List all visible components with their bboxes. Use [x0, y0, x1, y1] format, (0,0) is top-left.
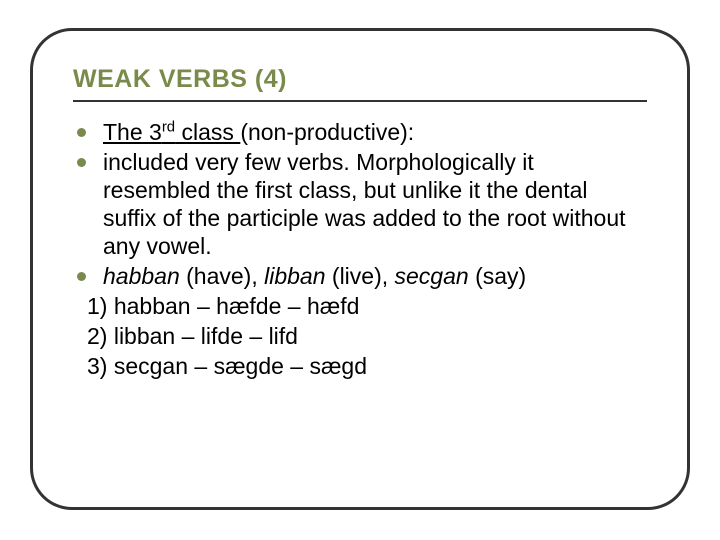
bullet-1-underlined: The 3rd class — [103, 119, 240, 145]
bullet-item-3: habban (have), libban (live), secgan (sa… — [73, 262, 647, 290]
bullet-1-mid: class — [175, 119, 240, 145]
bullet-3-i3: secgan — [395, 263, 469, 289]
bullet-3-t1: (have), — [180, 263, 264, 289]
bullet-3-i1: habban — [103, 263, 180, 289]
numbered-2: 2) libban – lifde – lifd — [73, 322, 647, 350]
title-underline — [73, 100, 647, 102]
bullet-2-text: included very few verbs. Morphologically… — [103, 149, 626, 259]
bullet-3-t2: (live), — [326, 263, 395, 289]
slide-frame: WEAK VERBS (4) The 3rd class (non-produc… — [30, 28, 690, 510]
bullet-1-sup: rd — [162, 118, 175, 135]
bullet-item-2: included very few verbs. Morphologically… — [73, 148, 647, 260]
slide-body: The 3rd class (non-productive): included… — [73, 118, 647, 380]
numbered-1: 1) habban – hæfde – hæfd — [73, 292, 647, 320]
bullet-item-1: The 3rd class (non-productive): — [73, 118, 647, 146]
slide: WEAK VERBS (4) The 3rd class (non-produc… — [0, 0, 720, 540]
bullet-1-post: (non-productive): — [240, 119, 414, 145]
bullet-3-i2: libban — [264, 263, 325, 289]
bullet-icon — [77, 128, 86, 137]
bullet-icon — [77, 272, 86, 281]
bullet-3-t3: (say) — [469, 263, 527, 289]
bullet-1-pre: The 3 — [103, 119, 162, 145]
bullet-icon — [77, 158, 86, 167]
numbered-3: 3) secgan – sægde – sægd — [73, 352, 647, 380]
slide-title: WEAK VERBS (4) — [73, 65, 647, 94]
